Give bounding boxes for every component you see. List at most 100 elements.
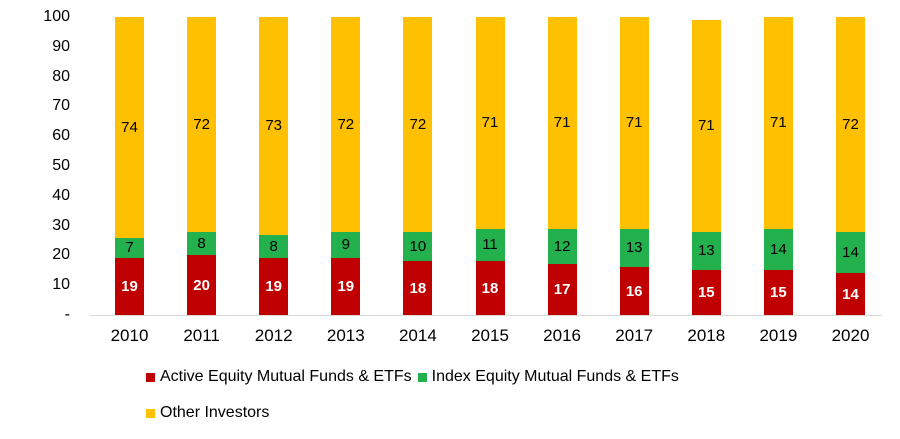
bar-segment: 71 [763, 17, 793, 229]
legend-swatch-icon [146, 372, 155, 382]
bar-value-label: 74 [121, 118, 138, 136]
bar-value-label: 10 [409, 237, 427, 255]
y-tick-label: 60 [52, 127, 70, 145]
legend-item: Active Equity Mutual Funds & ETFs [146, 368, 412, 386]
bar-segment: 71 [475, 17, 505, 229]
bar-segment: 18 [475, 261, 505, 315]
bar-value-label: 14 [842, 243, 859, 261]
bar-segment: 13 [619, 228, 649, 268]
bar-value-label: 71 [625, 114, 643, 132]
y-tick-label: 30 [52, 216, 70, 234]
x-tick-label: 2020 [831, 326, 870, 345]
bar-value-label: 20 [193, 276, 210, 294]
bar-segment: 72 [403, 17, 433, 232]
bar-value-label: 7 [125, 239, 134, 257]
bar-value-label: 16 [625, 282, 643, 300]
bar-segment: 19 [331, 258, 361, 315]
bar-segment: 11 [475, 228, 505, 262]
bar-value-label: 19 [337, 278, 355, 296]
y-tick-label: 50 [52, 157, 70, 174]
bar-segment: 19 [259, 258, 289, 315]
x-tick-label: 2014 [398, 326, 437, 345]
bar-segment: 73 [259, 17, 289, 235]
legend-swatch-icon [417, 372, 427, 382]
bar-segment: 8 [259, 234, 289, 259]
bar-value-label: 17 [553, 281, 571, 299]
bar-value-label: 71 [770, 114, 787, 132]
y-tick-label: 40 [52, 186, 70, 204]
legend-label: Index Equity Mutual Funds & ETFs [431, 368, 679, 385]
bar-segment: 7 [115, 237, 144, 259]
x-axis-line [90, 315, 882, 316]
legend-label: Other Investors [160, 404, 270, 421]
y-tick-label: 20 [52, 246, 70, 264]
bar-segment: 72 [836, 17, 865, 232]
x-tick-label: 2016 [543, 326, 581, 345]
legend: Active Equity Mutual Funds & ETFs Index E… [146, 367, 679, 439]
legend-item: Index Equity Mutual Funds & ETFs [417, 368, 679, 386]
bar-value-label: 14 [770, 240, 787, 258]
bar-segment: 12 [547, 228, 577, 265]
bar-segment: 18 [403, 261, 433, 315]
bar-segment: 10 [403, 231, 433, 262]
bar-value-label: 71 [553, 114, 571, 132]
x-tick-label: 2011 [183, 326, 220, 345]
bar-segment: 9 [331, 231, 361, 259]
bar-value-label: 8 [269, 237, 278, 255]
legend-row: Active Equity Mutual Funds & ETFs Index E… [146, 367, 679, 387]
bar-value-label: 19 [265, 278, 283, 296]
bar-value-label: 15 [697, 284, 715, 302]
bar-segment: 14 [836, 273, 865, 315]
bar-segment: 13 [691, 231, 721, 271]
bar-segment: 19 [115, 258, 144, 315]
x-tick-label: 2013 [326, 326, 365, 345]
bar-value-label: 71 [697, 117, 715, 135]
bar-value-label: 19 [121, 278, 138, 296]
bar-segment: 8 [187, 231, 217, 256]
y-tick-label: - [64, 306, 70, 323]
bar-value-label: 72 [337, 115, 355, 133]
bar-value-label: 72 [842, 115, 859, 133]
y-tick-label: 10 [52, 276, 70, 294]
bar-value-label: 8 [197, 234, 206, 252]
x-tick-label: 2012 [254, 326, 293, 345]
bar-value-label: 13 [625, 239, 643, 257]
y-tick-label: 80 [52, 67, 70, 85]
legend-label: Active Equity Mutual Funds & ETFs [160, 368, 412, 385]
bar-value-label: 13 [697, 242, 715, 260]
y-tick-label: 100 [43, 8, 70, 25]
bar-segment: 14 [763, 228, 793, 271]
x-tick-label: 2010 [110, 326, 149, 345]
bar-value-label: 18 [409, 279, 427, 297]
bar-value-label: 72 [193, 115, 210, 133]
legend-row: Other Investors [146, 403, 679, 423]
legend-item: Other Investors [146, 404, 269, 422]
bar-segment: 74 [115, 17, 144, 238]
bar-value-label: 9 [341, 236, 350, 254]
bar-segment: 71 [691, 19, 721, 232]
bar-value-label: 11 [482, 236, 498, 254]
bar-value-label: 71 [481, 114, 499, 132]
x-tick-label: 2018 [687, 326, 726, 345]
bar-segment: 16 [619, 267, 649, 315]
bar-value-label: 73 [265, 117, 283, 135]
bar-value-label: 72 [409, 115, 427, 133]
bar-value-label: 14 [842, 285, 859, 303]
bar-value-label: 18 [481, 279, 499, 297]
bar-segment: 15 [763, 270, 793, 315]
bar-segment: 15 [691, 270, 721, 315]
bar-value-label: 15 [770, 284, 787, 302]
bar-segment: 17 [547, 264, 577, 315]
bar-segment: 72 [187, 17, 217, 232]
bar-segment: 71 [547, 17, 577, 229]
bar-segment: 72 [331, 17, 361, 232]
y-tick-label: 90 [52, 37, 70, 55]
legend-swatch-icon [146, 408, 155, 418]
x-tick-label: 2017 [615, 326, 654, 345]
bar-segment: 71 [619, 17, 649, 229]
x-tick-label: 2015 [471, 326, 509, 345]
